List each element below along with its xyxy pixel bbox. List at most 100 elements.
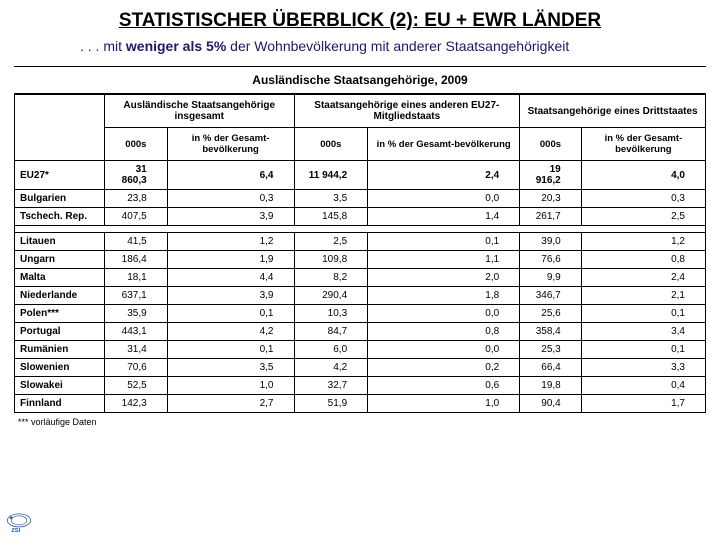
data-cell: 20,3 <box>520 190 582 208</box>
subtitle-post: der Wohnbevölkerung mit anderer Staatsan… <box>226 38 569 54</box>
data-cell: 142,3 <box>105 395 168 413</box>
data-cell: 31 860,3 <box>105 161 168 190</box>
table-row: Rumänien31,40,16,00,025,30,1 <box>15 341 706 359</box>
data-cell: 3,3 <box>581 359 705 377</box>
row-label: Rumänien <box>15 341 105 359</box>
data-cell: 41,5 <box>105 233 168 251</box>
row-label: Bulgarien <box>15 190 105 208</box>
row-label: Portugal <box>15 323 105 341</box>
data-cell: 443,1 <box>105 323 168 341</box>
data-cell: 1,1 <box>368 251 520 269</box>
header-blank <box>15 95 105 161</box>
svg-text:ZSI: ZSI <box>11 528 20 534</box>
table-gap-row <box>15 226 706 233</box>
data-cell: 0,3 <box>167 190 294 208</box>
data-cell: 290,4 <box>294 287 368 305</box>
row-label: Polen*** <box>15 305 105 323</box>
data-cell: 4,2 <box>294 359 368 377</box>
data-cell: 10,3 <box>294 305 368 323</box>
header-group-2: Staatsangehörige eines anderen EU27-Mitg… <box>294 95 520 128</box>
data-cell: 2,4 <box>581 269 705 287</box>
data-cell: 90,4 <box>520 395 582 413</box>
data-cell: 18,1 <box>105 269 168 287</box>
table-row: Malta18,14,48,22,09,92,4 <box>15 269 706 287</box>
row-label: Tschech. Rep. <box>15 208 105 226</box>
data-cell: 4,0 <box>581 161 705 190</box>
table-row: EU27*31 860,36,411 944,22,419 916,24,0 <box>15 161 706 190</box>
data-cell: 0,1 <box>167 341 294 359</box>
data-cell: 0,0 <box>368 341 520 359</box>
data-cell: 1,2 <box>581 233 705 251</box>
data-cell: 346,7 <box>520 287 582 305</box>
data-cell: 25,3 <box>520 341 582 359</box>
data-cell: 1,0 <box>167 377 294 395</box>
table-row: Slowenien70,63,54,20,266,43,3 <box>15 359 706 377</box>
table-caption: Ausländische Staatsangehörige, 2009 <box>14 66 706 94</box>
data-cell: 4,4 <box>167 269 294 287</box>
data-cell: 70,6 <box>105 359 168 377</box>
data-cell: 8,2 <box>294 269 368 287</box>
header-sub-pct-2: in % der Gesamt-bevölkerung <box>368 128 520 161</box>
data-cell: 66,4 <box>520 359 582 377</box>
data-cell: 84,7 <box>294 323 368 341</box>
header-group-1: Ausländische Staatsangehörige insgesamt <box>105 95 295 128</box>
row-label: Finnland <box>15 395 105 413</box>
data-cell: 1,9 <box>167 251 294 269</box>
data-cell: 3,9 <box>167 208 294 226</box>
data-cell: 637,1 <box>105 287 168 305</box>
row-label: Niederlande <box>15 287 105 305</box>
data-cell: 0,1 <box>167 305 294 323</box>
data-cell: 0,1 <box>581 341 705 359</box>
data-cell: 0,4 <box>581 377 705 395</box>
header-sub-pct-3: in % der Gesamt-bevölkerung <box>581 128 705 161</box>
slide-title: STATISTISCHER ÜBERBLICK (2): EU + EWR LÄ… <box>0 0 720 36</box>
header-sub-000s-2: 000s <box>294 128 368 161</box>
table-row: Polen***35,90,110,30,025,60,1 <box>15 305 706 323</box>
data-cell: 0,1 <box>581 305 705 323</box>
data-cell: 0,6 <box>368 377 520 395</box>
data-cell: 11 944,2 <box>294 161 368 190</box>
data-cell: 0,3 <box>581 190 705 208</box>
data-cell: 186,4 <box>105 251 168 269</box>
data-cell: 407,5 <box>105 208 168 226</box>
data-cell: 3,5 <box>294 190 368 208</box>
data-cell: 261,7 <box>520 208 582 226</box>
header-sub-000s-3: 000s <box>520 128 582 161</box>
data-cell: 6,0 <box>294 341 368 359</box>
subtitle-pre: . . . mit <box>80 38 126 54</box>
table-row: Slowakei52,51,032,70,619,80,4 <box>15 377 706 395</box>
table-row: Portugal443,14,284,70,8358,43,4 <box>15 323 706 341</box>
table-row: Finnland142,32,751,91,090,41,7 <box>15 395 706 413</box>
data-cell: 31,4 <box>105 341 168 359</box>
data-cell: 39,0 <box>520 233 582 251</box>
row-label: Litauen <box>15 233 105 251</box>
data-cell: 2,5 <box>294 233 368 251</box>
data-cell: 358,4 <box>520 323 582 341</box>
row-label: Ungarn <box>15 251 105 269</box>
footnote: *** vorläufige Daten <box>0 413 720 431</box>
data-cell: 3,4 <box>581 323 705 341</box>
stats-table: Ausländische Staatsangehörige, 2009 Ausl… <box>14 66 706 413</box>
data-cell: 9,9 <box>520 269 582 287</box>
data-cell: 25,6 <box>520 305 582 323</box>
data-cell: 2,7 <box>167 395 294 413</box>
data-cell: 2,4 <box>368 161 520 190</box>
subtitle-bold: weniger als 5% <box>126 38 226 54</box>
data-cell: 23,8 <box>105 190 168 208</box>
data-cell: 52,5 <box>105 377 168 395</box>
data-cell: 2,0 <box>368 269 520 287</box>
header-group-3: Staatsangehörige eines Drittstaates <box>520 95 706 128</box>
data-cell: 1,7 <box>581 395 705 413</box>
data-cell: 76,6 <box>520 251 582 269</box>
table-body: EU27*31 860,36,411 944,22,419 916,24,0Bu… <box>15 161 706 413</box>
table-row: Litauen41,51,22,50,139,01,2 <box>15 233 706 251</box>
row-label: EU27* <box>15 161 105 190</box>
data-cell: 0,0 <box>368 305 520 323</box>
data-cell: 3,9 <box>167 287 294 305</box>
data-cell: 0,8 <box>368 323 520 341</box>
data-cell: 1,4 <box>368 208 520 226</box>
row-label: Slowenien <box>15 359 105 377</box>
data-cell: 6,4 <box>167 161 294 190</box>
data-cell: 0,2 <box>368 359 520 377</box>
data-cell: 19 916,2 <box>520 161 582 190</box>
